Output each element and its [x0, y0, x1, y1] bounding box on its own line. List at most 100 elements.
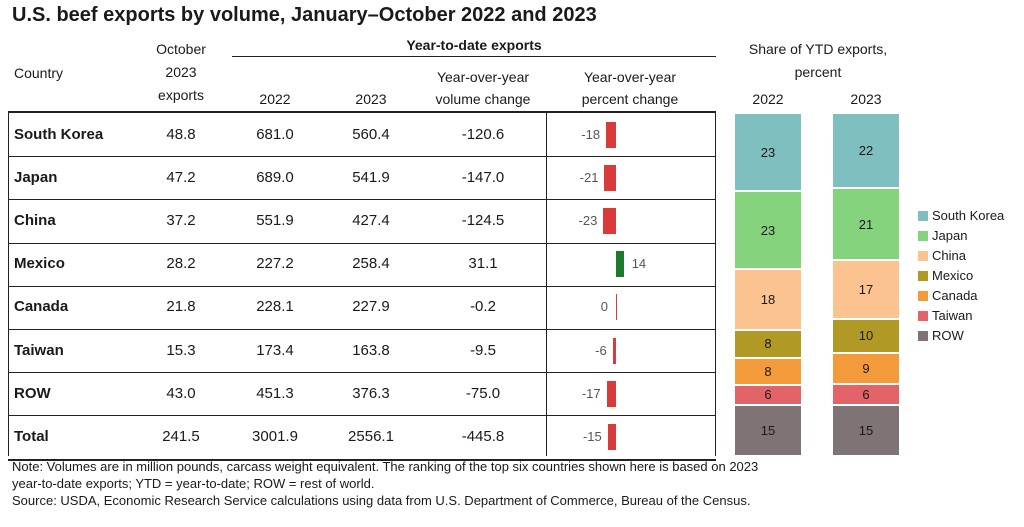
percent-change-label: -18: [581, 126, 601, 142]
row-country: Total: [14, 428, 49, 445]
row-country: Taiwan: [14, 341, 64, 359]
row-vol: -75.0: [465, 384, 501, 402]
row-y2022: 173.4: [256, 341, 294, 359]
table-left-border: [8, 111, 9, 456]
row-country: Mexico: [14, 255, 65, 273]
row-y2023: 2556.1: [348, 428, 394, 445]
percent-change-bar: [604, 164, 616, 191]
row-y2023: 541.9: [352, 168, 390, 186]
share-segment-south-korea: 23: [735, 114, 801, 191]
share-segment-japan: 21: [833, 189, 899, 260]
row-y2023: 376.3: [352, 384, 390, 402]
percent-change-bar: [606, 380, 616, 407]
row-oct: 21.8: [166, 298, 196, 316]
row-country: Japan: [14, 168, 58, 186]
row-vol: -147.0: [461, 168, 505, 186]
row-oct: 37.2: [166, 212, 196, 229]
row-y2023: 227.9: [352, 298, 390, 316]
share-label-2023: 2023: [850, 91, 882, 107]
source-line: Source: USDA, Economic Research Service …: [12, 493, 751, 508]
share-segment-row: 15: [833, 405, 899, 455]
share-segment-canada: 8: [735, 358, 801, 384]
legend-label: Japan: [932, 228, 968, 243]
share-segment-japan: 23: [735, 192, 801, 269]
row-country: China: [14, 212, 56, 229]
legend-item: Japan: [918, 228, 967, 243]
row-country: ROW: [14, 384, 51, 402]
row-oct: 43.0: [166, 384, 196, 402]
header-yoy-volume-line2: volume change: [435, 91, 531, 107]
row-divider: [8, 329, 716, 330]
ytd-header-rule: [232, 56, 716, 57]
row-divider: [8, 199, 716, 201]
row-divider: [8, 156, 716, 158]
row-vol: -120.6: [461, 125, 505, 143]
share-segment-china: 17: [833, 261, 899, 318]
percent-change-bar: [607, 424, 616, 450]
share-segment-mexico: 10: [833, 319, 899, 353]
table-bottom-rule: [8, 458, 716, 461]
header-october-line3: exports: [158, 87, 204, 103]
header-yoy-volume-line1: Year-over-year: [436, 69, 530, 85]
row-y2023: 258.4: [352, 255, 390, 273]
header-ytd-exports: Year-to-date exports: [406, 37, 542, 53]
row-y2022: 681.0: [256, 125, 294, 143]
legend-label: ROW: [932, 328, 964, 343]
share-title-line2: percent: [794, 64, 842, 80]
legend-item: ROW: [918, 328, 964, 343]
row-vol: -445.8: [461, 428, 505, 445]
row-y2022: 451.3: [256, 384, 294, 402]
legend-item: Canada: [918, 288, 978, 303]
share-segment-china: 18: [735, 270, 801, 330]
legend-swatch: [918, 290, 928, 301]
share-segment-row: 15: [735, 406, 801, 455]
share-segment-south-korea: 22: [833, 114, 899, 188]
percent-change-label: -23: [578, 213, 598, 228]
percent-change-label: -15: [582, 429, 602, 444]
row-country: Canada: [14, 298, 69, 316]
row-divider: [8, 372, 716, 374]
share-segment-taiwan: 6: [833, 384, 899, 404]
percent-column-right-border: [715, 111, 716, 456]
percent-change-bar: [616, 294, 617, 321]
row-oct: 47.2: [166, 168, 196, 186]
row-y2022: 551.9: [256, 212, 294, 229]
percent-change-label: -6: [595, 342, 607, 358]
row-divider: [8, 415, 716, 417]
legend-swatch: [918, 210, 928, 221]
header-country: Country: [14, 65, 64, 81]
percent-change-label: 14: [631, 256, 647, 272]
share-segment-taiwan: 6: [735, 385, 801, 405]
share-title-line1: Share of YTD exports,: [748, 41, 888, 57]
legend-label: Mexico: [932, 268, 974, 283]
percent-column-left-border: [546, 111, 547, 456]
legend-label: China: [932, 248, 966, 263]
row-country: South Korea: [14, 125, 104, 143]
legend-item: China: [918, 248, 966, 263]
header-october-line1: October: [156, 41, 206, 57]
row-y2023: 163.8: [352, 341, 390, 359]
row-y2023: 427.4: [352, 212, 390, 229]
share-segment-canada: 9: [833, 354, 899, 383]
share-segment-mexico: 8: [735, 331, 801, 357]
row-oct: 15.3: [166, 341, 196, 359]
legend-swatch: [918, 230, 928, 241]
percent-change-label: 0: [600, 299, 608, 315]
percent-change-bar: [603, 208, 616, 234]
row-divider: [8, 242, 716, 244]
row-y2022: 3001.9: [252, 428, 298, 445]
header-yoy-percent-line1: Year-over-year: [583, 69, 677, 85]
note-line1: Note: Volumes are in million pounds, car…: [12, 459, 759, 474]
row-oct: 241.5: [162, 428, 200, 445]
row-y2022: 227.2: [256, 255, 294, 273]
row-oct: 28.2: [166, 255, 196, 273]
percent-change-bar: [612, 337, 616, 364]
legend-item: Taiwan: [918, 308, 972, 323]
row-oct: 48.8: [166, 125, 196, 143]
header-yoy-percent-line2: percent change: [581, 91, 679, 107]
header-october-line2: 2023: [165, 64, 197, 80]
legend-swatch: [918, 330, 928, 341]
row-vol: 31.1: [468, 255, 498, 273]
table-top-rule: [8, 111, 716, 113]
row-y2023: 560.4: [352, 125, 390, 143]
